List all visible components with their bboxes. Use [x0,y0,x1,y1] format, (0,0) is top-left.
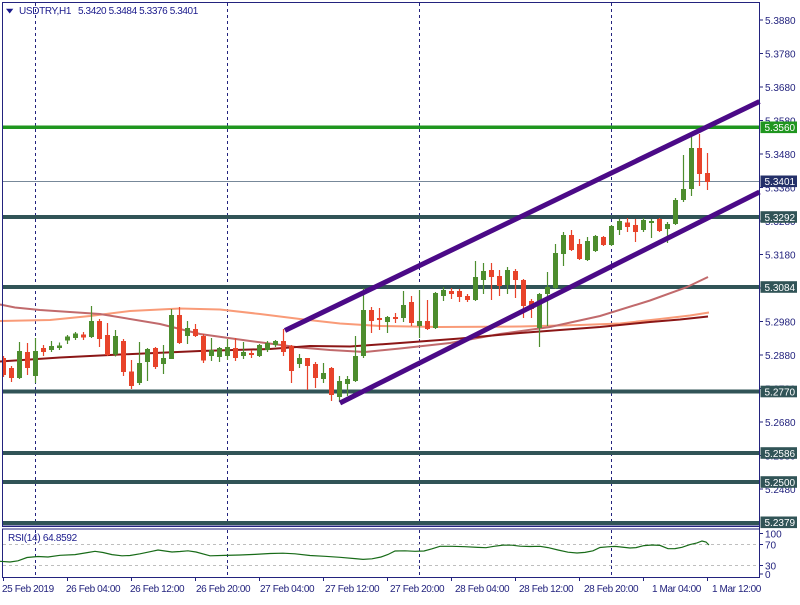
svg-text:5.2500: 5.2500 [765,478,796,489]
svg-text:5.3880: 5.3880 [765,16,796,27]
svg-text:5.2980: 5.2980 [765,317,796,328]
svg-text:5.3680: 5.3680 [765,83,796,94]
svg-text:5.2586: 5.2586 [765,449,796,460]
svg-text:27 Feb 04:00: 27 Feb 04:00 [260,584,315,595]
svg-text:5.3780: 5.3780 [765,49,796,60]
svg-text:USDTRY,H15.3420 5.3484 5.3376: USDTRY,H1 5.3420 5.3484 5.3376 5.3401 [19,6,199,17]
svg-text:26 Feb 04:00: 26 Feb 04:00 [66,584,121,595]
svg-text:28 Feb 12:00: 28 Feb 12:00 [519,584,574,595]
svg-text:5.2480: 5.2480 [765,485,796,496]
svg-text:5.3180: 5.3180 [765,250,796,261]
svg-text:27 Feb 20:00: 27 Feb 20:00 [390,584,445,595]
svg-text:27 Feb 12:00: 27 Feb 12:00 [325,584,380,595]
svg-text:100: 100 [765,529,782,540]
svg-text:5.3401: 5.3401 [765,177,796,188]
svg-text:28 Feb 04:00: 28 Feb 04:00 [455,584,510,595]
svg-text:26 Feb 12:00: 26 Feb 12:00 [130,584,185,595]
svg-text:25 Feb 2019: 25 Feb 2019 [2,584,55,595]
svg-text:5.3292: 5.3292 [765,213,796,224]
svg-text:5.2680: 5.2680 [765,418,796,429]
svg-text:0: 0 [765,570,771,581]
svg-text:70: 70 [765,540,777,551]
svg-text:5.3380: 5.3380 [765,183,796,194]
svg-text:1 Mar 04:00: 1 Mar 04:00 [652,584,702,595]
svg-text:5.2880: 5.2880 [765,351,796,362]
svg-text:28 Feb 20:00: 28 Feb 20:00 [584,584,639,595]
svg-text:5.2379: 5.2379 [765,518,796,529]
svg-text:5.3480: 5.3480 [765,150,796,161]
svg-text:5.3560: 5.3560 [765,123,796,134]
svg-text:1 Mar 12:00: 1 Mar 12:00 [712,584,762,595]
svg-text:30: 30 [765,561,777,572]
svg-text:RSI(14) 64.8592: RSI(14) 64.8592 [8,533,78,544]
svg-text:5.3084: 5.3084 [765,283,796,294]
svg-text:26 Feb 20:00: 26 Feb 20:00 [196,584,251,595]
svg-text:5.2770: 5.2770 [765,387,796,398]
